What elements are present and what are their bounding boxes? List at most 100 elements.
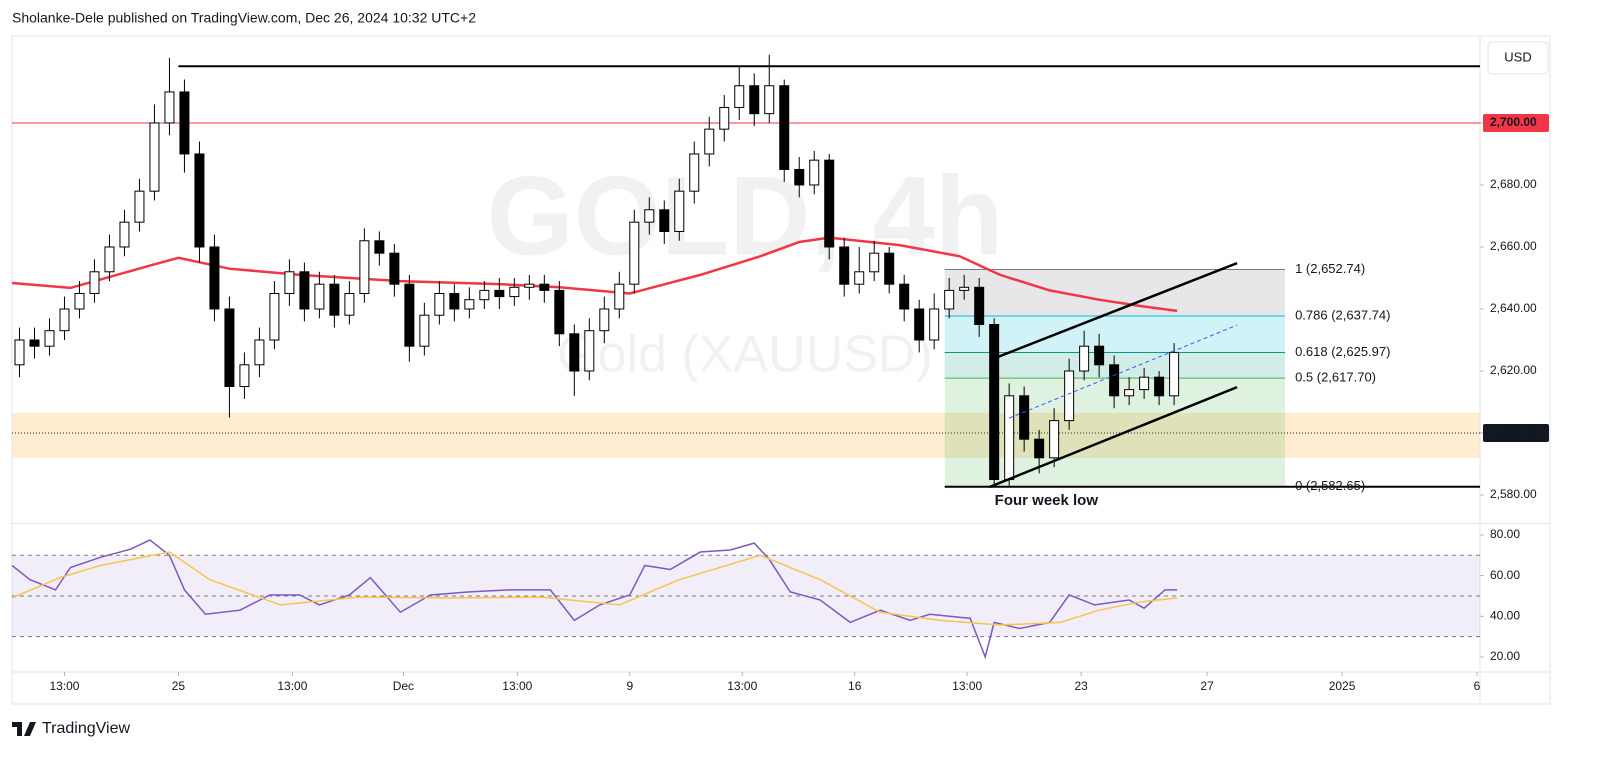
fib-band [944, 269, 1286, 316]
y-tick-label: 2,660.00 [1490, 239, 1537, 253]
x-tick-label: 13:00 [277, 679, 307, 693]
candle-body [329, 283, 340, 316]
channel-mid [1008, 324, 1238, 419]
candle-body [449, 292, 460, 310]
candle-body [419, 314, 430, 347]
y-tick-label: 2,620.00 [1490, 363, 1537, 377]
candle-body [1004, 395, 1015, 481]
fib-label: 0.5 (2,617.70) [1295, 370, 1376, 385]
candle-body [104, 246, 115, 273]
y-tick-label: 40.00 [1490, 608, 1520, 622]
candle-body [689, 153, 700, 192]
x-tick-label: 13:00 [49, 679, 79, 693]
candle-body [1034, 438, 1045, 459]
candle-body [1064, 370, 1075, 422]
y-tick-label: 20.00 [1490, 649, 1520, 663]
candle-body [74, 292, 85, 310]
candle-body [509, 286, 520, 298]
candle-body [644, 209, 655, 223]
moving-average [11, 236, 1178, 313]
candle-body [164, 91, 175, 124]
x-tick-label: 2025 [1329, 679, 1356, 693]
candle-body [404, 283, 415, 347]
candle-body [239, 364, 250, 388]
candle-body [749, 85, 760, 115]
candle-body [884, 252, 895, 285]
y-tick-label: 2,700.00 [1490, 115, 1537, 129]
x-tick-label: 23 [1074, 679, 1088, 693]
candle-body [899, 283, 910, 310]
candle-body [734, 85, 745, 108]
candle-body [1169, 351, 1180, 397]
candle-body [1139, 376, 1150, 391]
candle-body [1049, 420, 1060, 459]
candle-body [764, 85, 775, 115]
candle-body [134, 190, 145, 223]
candle-body [914, 308, 925, 341]
x-tick-label: 6 [1474, 679, 1481, 693]
watermark-title: GOLD, 4h [487, 154, 1003, 279]
fib-band [944, 315, 1286, 353]
x-tick-label: 25 [172, 679, 186, 693]
candle-body [569, 333, 580, 372]
candle-body [989, 323, 1000, 481]
candle-body [1154, 376, 1165, 397]
candle-body [854, 271, 865, 285]
candle-body [479, 289, 490, 301]
footer-logo [12, 722, 36, 736]
fib-label: 0.618 (2,625.97) [1295, 344, 1390, 359]
x-tick-label: Dec [393, 679, 414, 693]
candle-body [299, 271, 310, 310]
candle-body [284, 271, 295, 294]
candle-body [209, 246, 220, 310]
x-tick-label: 27 [1200, 679, 1214, 693]
y-tick-label: 80.00 [1490, 527, 1520, 541]
candle-body [359, 240, 370, 294]
candle-body [779, 85, 790, 170]
y-tick-label: 2,580.00 [1490, 487, 1537, 501]
candle-body [194, 153, 205, 248]
y-tick-label: 2,680.00 [1490, 177, 1537, 191]
currency-button[interactable] [1487, 41, 1549, 75]
candle-body [389, 252, 400, 285]
logo-mark [12, 722, 36, 736]
candle-body [809, 159, 820, 186]
channel-lower [989, 385, 1238, 489]
y-tick-label: 60.00 [1490, 568, 1520, 582]
fib-label: 0.786 (2,637.74) [1295, 307, 1390, 322]
candle-body [659, 209, 670, 232]
byline: Sholanke-Dele published on TradingView.c… [12, 10, 476, 26]
candle-body [254, 339, 265, 366]
candle-body [584, 330, 595, 372]
candle-body [434, 292, 445, 316]
candle-body [269, 292, 280, 341]
candle-body [704, 128, 715, 155]
candle-body [14, 339, 25, 366]
candle-body [959, 286, 970, 291]
candle-body [119, 221, 130, 248]
y-tick-label: 2,640.00 [1490, 301, 1537, 315]
candle-body [1079, 345, 1090, 372]
candle-body [674, 190, 685, 232]
candle-body [1094, 345, 1105, 366]
candle-body [869, 252, 880, 273]
candle-body [1109, 364, 1120, 397]
currency-label: USD [1504, 49, 1531, 64]
candle-body [974, 286, 985, 325]
x-tick-label: 16 [848, 679, 862, 693]
x-tick-label: 13:00 [502, 679, 532, 693]
frame [11, 35, 1551, 705]
candle-body [44, 330, 55, 347]
x-tick-label: 9 [626, 679, 633, 693]
annotation: Four week low [995, 492, 1099, 509]
fib-label: 1 (2,652.74) [1295, 261, 1365, 276]
support-zone [12, 412, 1480, 458]
candle-body [599, 308, 610, 332]
channel-upper [989, 261, 1238, 362]
candle-body [374, 240, 385, 254]
x-tick-label: 13:00 [727, 679, 757, 693]
candle-body [464, 299, 475, 310]
candle-body [29, 339, 40, 347]
